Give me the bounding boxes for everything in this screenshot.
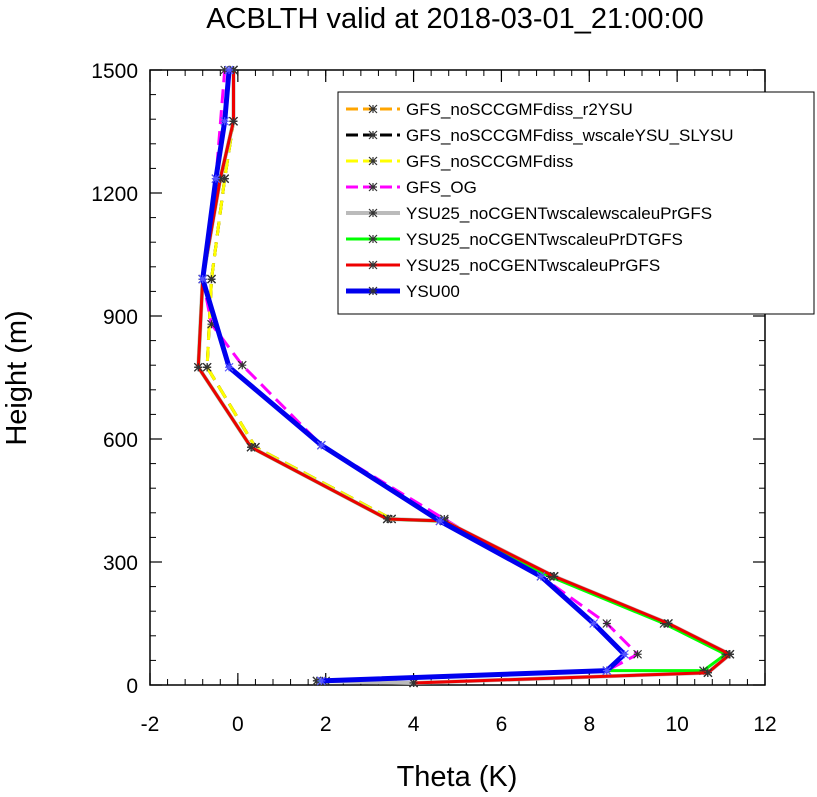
legend-entry: YSU00 [406, 282, 460, 301]
series-marker [435, 516, 445, 526]
series-marker [211, 174, 221, 184]
series-marker [237, 360, 247, 370]
series-marker [316, 676, 326, 686]
legend-entry: YSU25_noCGENTwscalewscaleuPrGFS [406, 204, 712, 223]
y-tick-label: 900 [103, 306, 138, 329]
x-tick-label: 0 [232, 713, 244, 736]
series-marker [220, 116, 230, 126]
x-tick-label: 10 [665, 713, 688, 736]
legend-entry: YSU25_noCGENTwscaleuPrGFS [406, 256, 660, 275]
series-marker [725, 649, 735, 659]
x-tick-label: 2 [320, 713, 332, 736]
series-marker [198, 274, 208, 284]
series-marker [251, 442, 260, 452]
series-marker [382, 514, 392, 524]
series-marker [224, 65, 234, 75]
series-marker [215, 174, 225, 184]
series-marker [220, 174, 230, 184]
y-tick-label: 0 [126, 675, 138, 698]
legend-marker [368, 286, 378, 296]
y-tick-label: 1500 [91, 60, 138, 83]
series-marker [549, 571, 559, 581]
x-axis-label: Theta (K) [397, 761, 518, 793]
y-axis-label: Height (m) [1, 310, 33, 445]
y-tick-label: 1200 [91, 183, 138, 206]
legend: GFS_noSCCGMFdiss_r2YSU GFS_noSCCGMFdiss_w… [337, 91, 815, 315]
legend-marker [368, 104, 378, 114]
legend-box [337, 91, 815, 315]
series-7 [198, 65, 629, 686]
legend-marker [368, 234, 378, 244]
series-layer [193, 65, 735, 688]
legend-marker [368, 182, 378, 192]
series-marker [229, 116, 238, 126]
legend-marker [368, 130, 378, 140]
series-marker [409, 678, 418, 688]
x-tick-label: 8 [583, 713, 595, 736]
legend-marker [368, 208, 378, 218]
series-marker [536, 571, 546, 581]
x-tick-label: 6 [496, 713, 508, 736]
legend-entry: GFS_noSCCGMFdiss_wscaleYSU_SLYSU [406, 126, 734, 145]
series-marker [602, 666, 612, 676]
legend-entry: GFS_noSCCGMFdiss_r2YSU [406, 100, 633, 119]
series-marker [246, 442, 256, 452]
legend-entry: GFS_OG [406, 178, 477, 197]
series-marker [721, 649, 730, 659]
series-marker [589, 619, 599, 628]
series-marker [602, 619, 612, 628]
series-marker [202, 362, 212, 372]
y-tick-label: 600 [103, 429, 138, 452]
series-marker [193, 362, 203, 372]
series-marker [207, 274, 216, 284]
chart-title: ACBLTH valid at 2018-03-01_21:00:00 [206, 3, 704, 35]
x-tick-label: 12 [753, 713, 776, 736]
series-marker [620, 649, 629, 659]
plot-frame [149, 69, 766, 686]
series-marker [663, 619, 673, 628]
series-marker [224, 362, 234, 372]
series-marker [207, 319, 216, 329]
legend-entry: GFS_noSCCGMFdiss [406, 152, 573, 171]
x-tick-label: 4 [408, 713, 420, 736]
series-marker [633, 649, 643, 659]
series-marker [316, 440, 326, 450]
x-tick-label: -2 [141, 713, 160, 736]
series-marker [699, 666, 708, 676]
series-marker [229, 65, 238, 75]
series-marker [220, 65, 230, 75]
series-marker [545, 571, 555, 581]
legend-marker [368, 260, 378, 270]
series-marker [312, 676, 322, 686]
legend-entry: YSU25_noCGENTwscaleuPrDTGFS [406, 230, 683, 249]
y-tick-label: 300 [103, 552, 138, 575]
plot-border [149, 69, 766, 686]
series-marker [659, 619, 669, 628]
series-marker [703, 668, 713, 678]
legend-marker [368, 156, 378, 166]
